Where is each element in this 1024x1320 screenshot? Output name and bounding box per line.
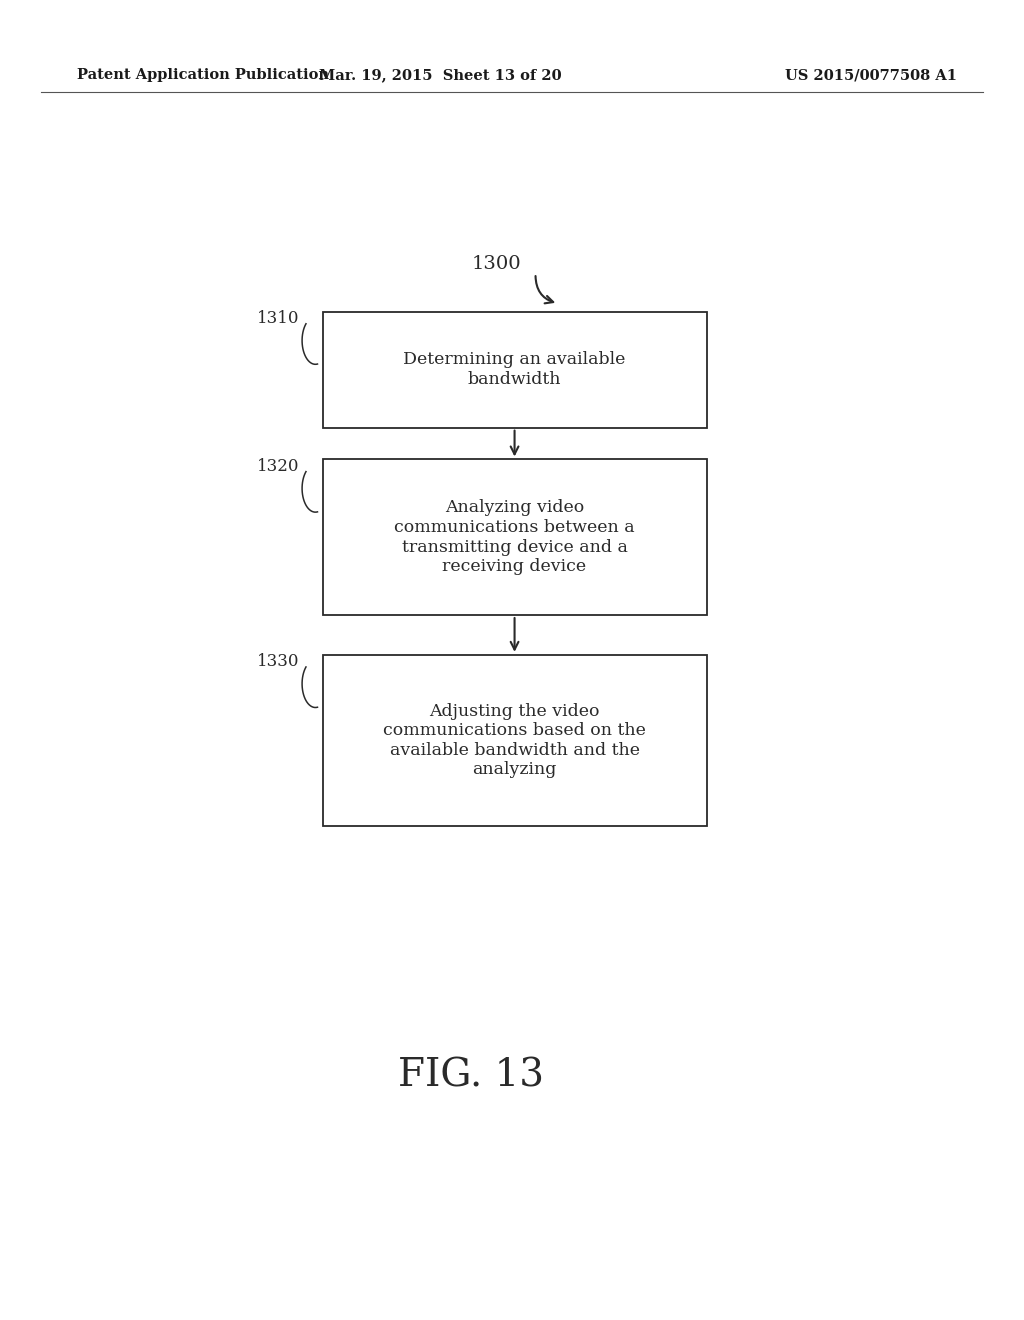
FancyBboxPatch shape: [323, 459, 707, 615]
FancyBboxPatch shape: [323, 312, 707, 428]
Text: 1320: 1320: [256, 458, 299, 475]
Text: Mar. 19, 2015  Sheet 13 of 20: Mar. 19, 2015 Sheet 13 of 20: [319, 69, 561, 82]
Text: FIG. 13: FIG. 13: [398, 1057, 544, 1094]
Text: US 2015/0077508 A1: US 2015/0077508 A1: [785, 69, 957, 82]
Text: Adjusting the video
communications based on the
available bandwidth and the
anal: Adjusting the video communications based…: [383, 702, 646, 779]
FancyBboxPatch shape: [323, 655, 707, 826]
Text: Determining an available
bandwidth: Determining an available bandwidth: [403, 351, 626, 388]
Text: 1330: 1330: [256, 653, 299, 671]
Text: Analyzing video
communications between a
transmitting device and a
receiving dev: Analyzing video communications between a…: [394, 499, 635, 576]
Text: Patent Application Publication: Patent Application Publication: [77, 69, 329, 82]
Text: 1300: 1300: [472, 255, 521, 273]
Text: 1310: 1310: [256, 310, 299, 327]
